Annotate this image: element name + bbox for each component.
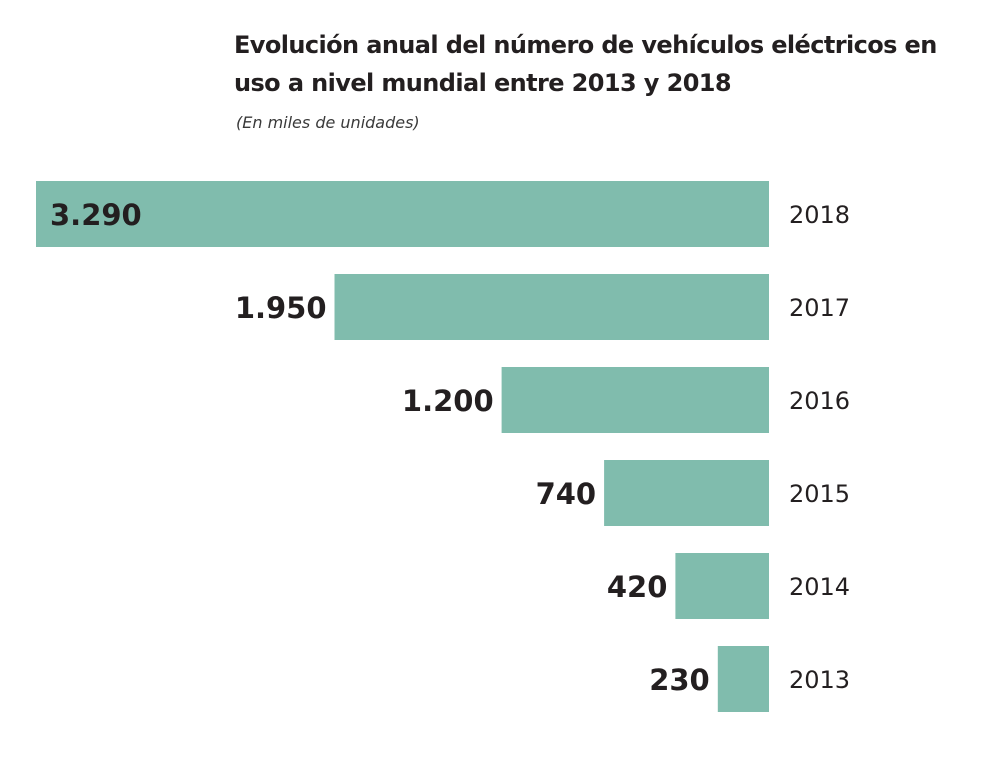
category-label-2017: 2017 [789, 294, 850, 322]
bar-2014 [675, 553, 769, 619]
value-label-2018: 3.290 [50, 198, 142, 232]
value-labels-group: 3.290 1.950 1.200 740 420 230 [50, 198, 710, 697]
chart-title: Evolución anual del número de vehículos … [234, 31, 937, 97]
bar-2017 [334, 274, 769, 340]
category-labels-group: 2018 2017 2016 2015 2014 2013 [789, 201, 850, 694]
bar-2015 [604, 460, 769, 526]
chart-subtitle: (En miles de unidades) [236, 113, 420, 132]
value-label-2016: 1.200 [402, 384, 494, 418]
value-label-2015: 740 [536, 477, 597, 511]
value-label-2014: 420 [607, 570, 668, 604]
value-label-2013: 230 [649, 663, 710, 697]
category-label-2015: 2015 [789, 480, 850, 508]
bars-group [36, 181, 769, 712]
bar-2013 [717, 646, 769, 712]
bar-2016 [501, 367, 769, 433]
category-label-2014: 2014 [789, 573, 850, 601]
category-label-2013: 2013 [789, 666, 850, 694]
value-label-2017: 1.950 [235, 291, 327, 325]
bar-2018 [36, 181, 769, 247]
category-label-2018: 2018 [789, 201, 850, 229]
category-label-2016: 2016 [789, 387, 850, 415]
